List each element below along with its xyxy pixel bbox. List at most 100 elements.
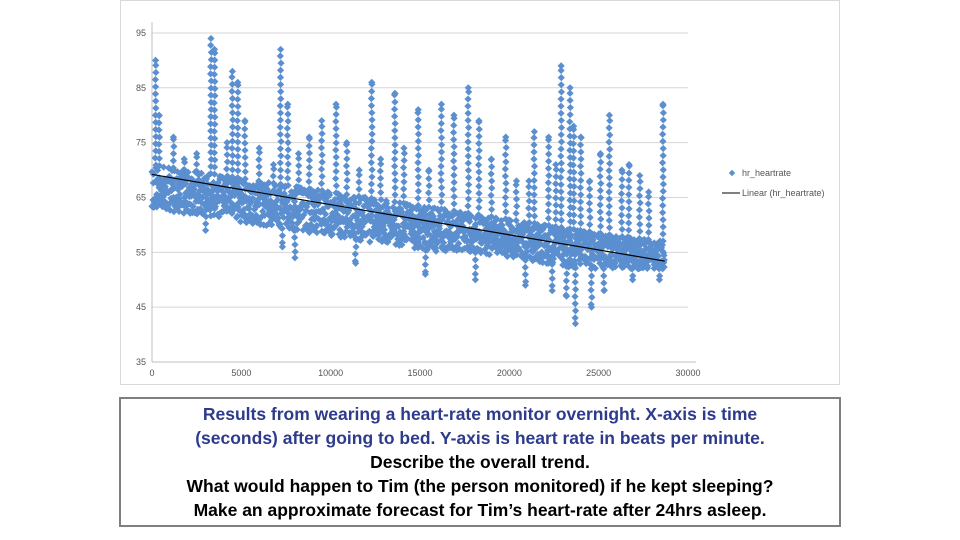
- data-point: [234, 145, 242, 153]
- data-point: [528, 237, 536, 246]
- data-point: [332, 110, 340, 119]
- data-point: [530, 205, 538, 213]
- data-point: [625, 212, 633, 220]
- data-point: [617, 211, 626, 219]
- data-point: [291, 254, 299, 262]
- data-point: [391, 211, 399, 219]
- data-point: [487, 155, 496, 163]
- data-point: [255, 144, 263, 152]
- data-point: [577, 133, 585, 141]
- data-point: [571, 320, 580, 328]
- data-point: [625, 169, 633, 177]
- data-point: [570, 197, 578, 205]
- data-point: [155, 162, 164, 170]
- data-point: [606, 131, 614, 139]
- data-point: [276, 73, 285, 81]
- data-point: [557, 232, 566, 240]
- data-point: [544, 207, 552, 215]
- data-point: [571, 292, 579, 301]
- data-point: [152, 61, 160, 69]
- data-point: [502, 186, 510, 194]
- data-point: [596, 208, 604, 216]
- data-point: [659, 201, 667, 210]
- data-point: [223, 165, 231, 173]
- data-point: [234, 138, 242, 146]
- data-point: [376, 181, 384, 190]
- data-point: [151, 177, 160, 185]
- data-point: [343, 176, 351, 184]
- data-point: [380, 219, 388, 227]
- data-point: [399, 163, 408, 172]
- data-point: [548, 287, 556, 295]
- data-point: [596, 194, 605, 202]
- data-point: [211, 120, 219, 128]
- data-point: [229, 116, 237, 124]
- data-point: [169, 164, 177, 172]
- data-point: [530, 184, 538, 192]
- data-point: [506, 235, 514, 243]
- data-point: [488, 205, 496, 214]
- data-point: [391, 176, 399, 185]
- data-point: [276, 130, 284, 139]
- data-point: [391, 162, 399, 170]
- data-point: [659, 187, 667, 195]
- data-point: [207, 120, 215, 128]
- data-point: [228, 173, 237, 181]
- legend-marker-points: [728, 169, 736, 177]
- data-point: [422, 253, 430, 262]
- data-point: [557, 180, 565, 189]
- data-point: [377, 188, 385, 197]
- data-point: [343, 155, 351, 163]
- data-point: [295, 176, 303, 184]
- data-point: [467, 242, 475, 250]
- data-point: [596, 239, 604, 247]
- data-point: [622, 245, 630, 254]
- data-point: [321, 229, 329, 237]
- y-tick-label: 85: [136, 83, 146, 93]
- data-point: [464, 202, 472, 210]
- data-point: [438, 191, 446, 199]
- data-point: [530, 169, 538, 177]
- data-point: [234, 95, 242, 103]
- y-tick-label: 45: [136, 302, 146, 312]
- data-point: [414, 130, 423, 138]
- data-point: [305, 142, 313, 150]
- data-point: [605, 209, 613, 217]
- data-point: [521, 270, 529, 279]
- data-point: [520, 219, 528, 227]
- data-point: [173, 168, 182, 176]
- data-point: [332, 153, 340, 161]
- data-point: [545, 150, 553, 158]
- data-point: [367, 102, 376, 110]
- data-point: [245, 205, 253, 213]
- data-point: [276, 159, 284, 167]
- data-point: [180, 165, 188, 174]
- data-point: [368, 130, 376, 138]
- data-point: [545, 221, 553, 230]
- data-point: [264, 204, 272, 213]
- data-point: [388, 231, 396, 239]
- data-point: [544, 214, 553, 222]
- data-point: [501, 151, 510, 159]
- data-point: [617, 190, 626, 198]
- data-point: [635, 234, 644, 243]
- caption-box: Results from wearing a heart-rate monito…: [119, 397, 841, 527]
- data-point: [421, 238, 429, 246]
- data-point: [566, 84, 574, 92]
- data-point: [487, 170, 495, 178]
- data-point: [464, 102, 472, 110]
- data-point: [625, 198, 633, 206]
- data-point: [575, 236, 583, 245]
- data-point: [450, 200, 458, 208]
- data-point: [616, 245, 624, 254]
- data-point: [400, 230, 408, 238]
- data-point: [291, 202, 299, 210]
- data-point: [437, 169, 445, 177]
- data-point: [228, 159, 237, 167]
- data-point: [566, 189, 574, 197]
- data-point: [502, 143, 510, 152]
- data-point: [472, 263, 480, 271]
- data-point: [513, 202, 521, 210]
- data-point: [583, 254, 591, 263]
- data-point: [314, 215, 323, 223]
